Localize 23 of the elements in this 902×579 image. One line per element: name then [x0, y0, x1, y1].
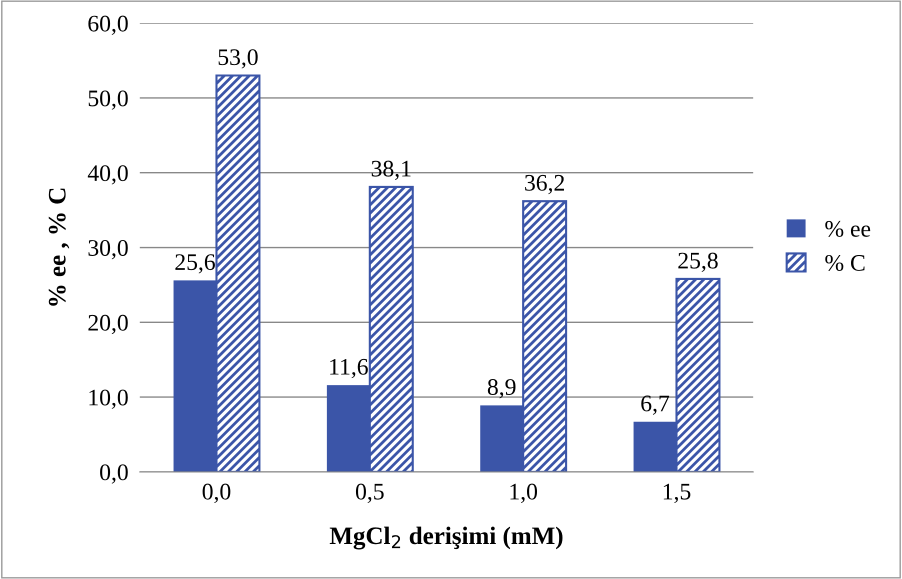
x-tick-label: 0,5 — [356, 484, 384, 504]
data-label: 8,9 — [488, 379, 516, 398]
x-tick-label: 0,0 — [202, 484, 230, 504]
legend-label: % C — [825, 254, 864, 271]
data-label: 38,1 — [372, 160, 411, 180]
y-tick-label: 60,0 — [88, 16, 128, 35]
data-label: 25,8 — [678, 252, 718, 272]
data-label: 36,2 — [525, 174, 564, 194]
data-label: 53,0 — [218, 49, 258, 69]
data-label: 25,6 — [175, 254, 215, 274]
y-tick-label: 50,0 — [88, 90, 128, 110]
y-tick-label: 30,0 — [88, 240, 128, 260]
y-tick-label: 0,0 — [100, 464, 128, 484]
y-tick-label: 10,0 — [89, 390, 128, 409]
y-axis-title: % ee , % C — [48, 188, 70, 306]
x-tick-label: 1,0 — [510, 484, 538, 504]
x-tick-label: 1,5 — [664, 484, 690, 504]
legend-label: % ee — [825, 220, 870, 237]
data-label: 11,6 — [330, 358, 368, 378]
y-tick-label: 20,0 — [88, 314, 128, 334]
data-label: 6,7 — [641, 396, 670, 415]
y-tick-label: 40,0 — [88, 165, 128, 185]
x-axis-title: MgCl$_{2}$ derişimi (mM) — [330, 526, 562, 550]
